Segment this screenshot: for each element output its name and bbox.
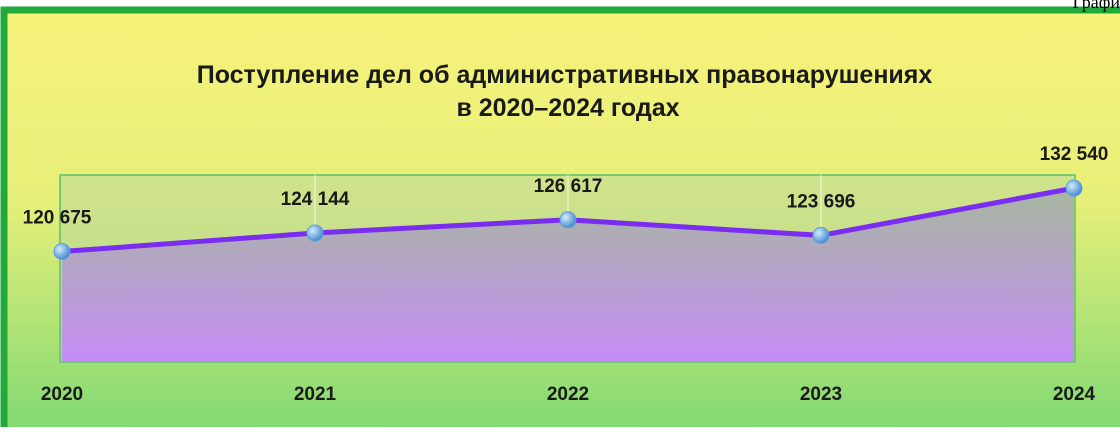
title-line: в 2020–2024 годах <box>456 94 679 122</box>
marker <box>1065 179 1083 197</box>
x-tick-label: 2021 <box>294 384 337 405</box>
x-tick-label: 2020 <box>41 384 83 405</box>
marker <box>559 211 577 229</box>
title-line: Поступление дел об административных прав… <box>197 61 933 89</box>
x-tick-label: 2022 <box>547 384 589 405</box>
data-label: 120 675 <box>23 208 92 229</box>
data-label: 126 617 <box>534 176 603 197</box>
area <box>62 188 1074 362</box>
x-tick-label: 2024 <box>1053 384 1096 405</box>
x-tick-label: 2023 <box>800 384 842 405</box>
data-label: 123 696 <box>787 191 856 212</box>
data-label: 132 540 <box>1040 144 1109 165</box>
chart-title: Поступление дел об административных прав… <box>197 61 940 122</box>
marker <box>812 226 830 244</box>
page-label: Графи <box>1072 0 1120 12</box>
marker <box>306 224 324 242</box>
marker <box>53 243 71 261</box>
data-label: 124 144 <box>281 189 350 210</box>
